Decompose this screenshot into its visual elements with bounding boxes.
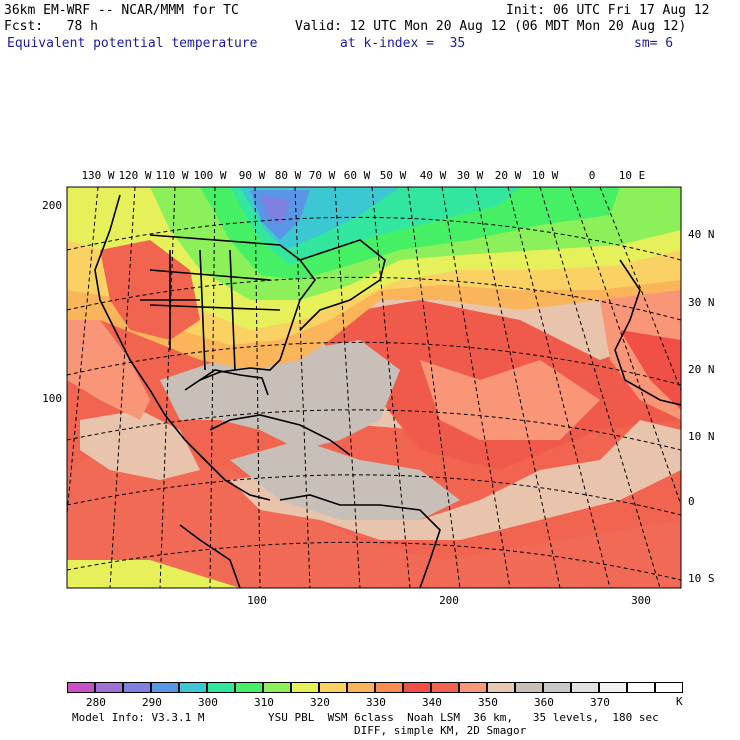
latitude-label: 0 (688, 495, 695, 508)
grid-index-labels: 200 100 100 200 300 (42, 199, 651, 607)
colorbar-swatch (487, 682, 515, 693)
longitude-label: 100 W (193, 169, 226, 182)
colorbar-label: 300 (198, 696, 218, 709)
grid-x-label: 300 (631, 594, 651, 607)
colorbar-swatch (543, 682, 571, 693)
valid-time: Valid: 12 UTC Mon 20 Aug 12 (06 MDT Mon … (295, 19, 687, 34)
grid-y-label: 100 (42, 392, 62, 405)
field-name: Equivalent potential temperature (7, 36, 258, 51)
colorbar-label: 340 (422, 696, 442, 709)
model-info: Model Info: V3.3.1 M (72, 711, 205, 724)
grid-x-label: 100 (247, 594, 267, 607)
colorbar-swatch (207, 682, 235, 693)
latitude-label: 20 N (688, 363, 715, 376)
latitude-label: 40 N (688, 228, 715, 241)
forecast-hour: Fcst: 78 h (4, 19, 98, 34)
colorbar-label: 360 (534, 696, 554, 709)
colorbar-swatch (95, 682, 123, 693)
grid-x-label: 200 (439, 594, 459, 607)
physics-info: YSU PBL WSM 6class Noah LSM 36 km, 35 le… (268, 711, 659, 724)
colorbar-swatch (263, 682, 291, 693)
smoothing-info: sm= 6 (634, 36, 674, 51)
colorbar-unit: K (676, 695, 683, 708)
colorbar-swatch (123, 682, 151, 693)
colorbar-swatch (291, 682, 319, 693)
longitude-label: 130 W (81, 169, 114, 182)
latitude-label: 10 N (688, 430, 715, 443)
colorbar-swatch (67, 682, 95, 693)
theta-e-field (67, 187, 681, 588)
longitude-labels: 130 W 120 W 110 W 100 W 90 W 80 W 70 W 60 W 50 W… (81, 169, 645, 182)
colorbar-swatch (403, 682, 431, 693)
longitude-label: 40 W (420, 169, 447, 182)
colorbar-label: 280 (86, 696, 106, 709)
init-time: Init: 06 UTC Fri 17 Aug 12 (506, 3, 710, 18)
colorbar-swatch (459, 682, 487, 693)
longitude-label: 50 W (380, 169, 407, 182)
model-title: 36km EM-WRF -- NCAR/MMM for TC (4, 3, 239, 18)
colorbar-swatch (655, 682, 683, 693)
colorbar-swatch (235, 682, 263, 693)
longitude-label: 30 W (457, 169, 484, 182)
colorbar-swatch (179, 682, 207, 693)
graticule (67, 187, 681, 588)
longitude-label: 20 W (495, 169, 522, 182)
longitude-label: 60 W (344, 169, 371, 182)
colorbar-swatch (151, 682, 179, 693)
colorbar-swatch (375, 682, 403, 693)
colorbar-swatch (347, 682, 375, 693)
colorbar-swatch (627, 682, 655, 693)
grid-y-label: 200 (42, 199, 62, 212)
colorbar-label: 370 (590, 696, 610, 709)
colorbar-swatch (515, 682, 543, 693)
colorbar-label: 320 (310, 696, 330, 709)
latitude-labels: 40 N 30 N 20 N 10 N 0 10 S (688, 228, 715, 585)
colorbar-swatch (431, 682, 459, 693)
longitude-label: 90 W (239, 169, 266, 182)
latitude-label: 30 N (688, 296, 715, 309)
longitude-label: 10 W (532, 169, 559, 182)
colorbar-label: 350 (478, 696, 498, 709)
longitude-label: 80 W (275, 169, 302, 182)
diffusion-info: DIFF, simple KM, 2D Smagor (354, 724, 527, 737)
level-info: at k-index = 35 (340, 36, 466, 51)
map-border (66, 186, 682, 589)
colorbar-label: 290 (142, 696, 162, 709)
longitude-label: 10 E (619, 169, 646, 182)
colorbar-label: 310 (254, 696, 274, 709)
colorbar-swatch (319, 682, 347, 693)
longitude-label: 0 (589, 169, 596, 182)
coastlines (94, 194, 681, 588)
colorbar-swatch (571, 682, 599, 693)
longitude-label: 120 W (118, 169, 151, 182)
colorbar-swatch (599, 682, 627, 693)
longitude-label: 110 W (155, 169, 188, 182)
latitude-label: 10 S (688, 572, 715, 585)
longitude-label: 70 W (309, 169, 336, 182)
colorbar-label: 330 (366, 696, 386, 709)
